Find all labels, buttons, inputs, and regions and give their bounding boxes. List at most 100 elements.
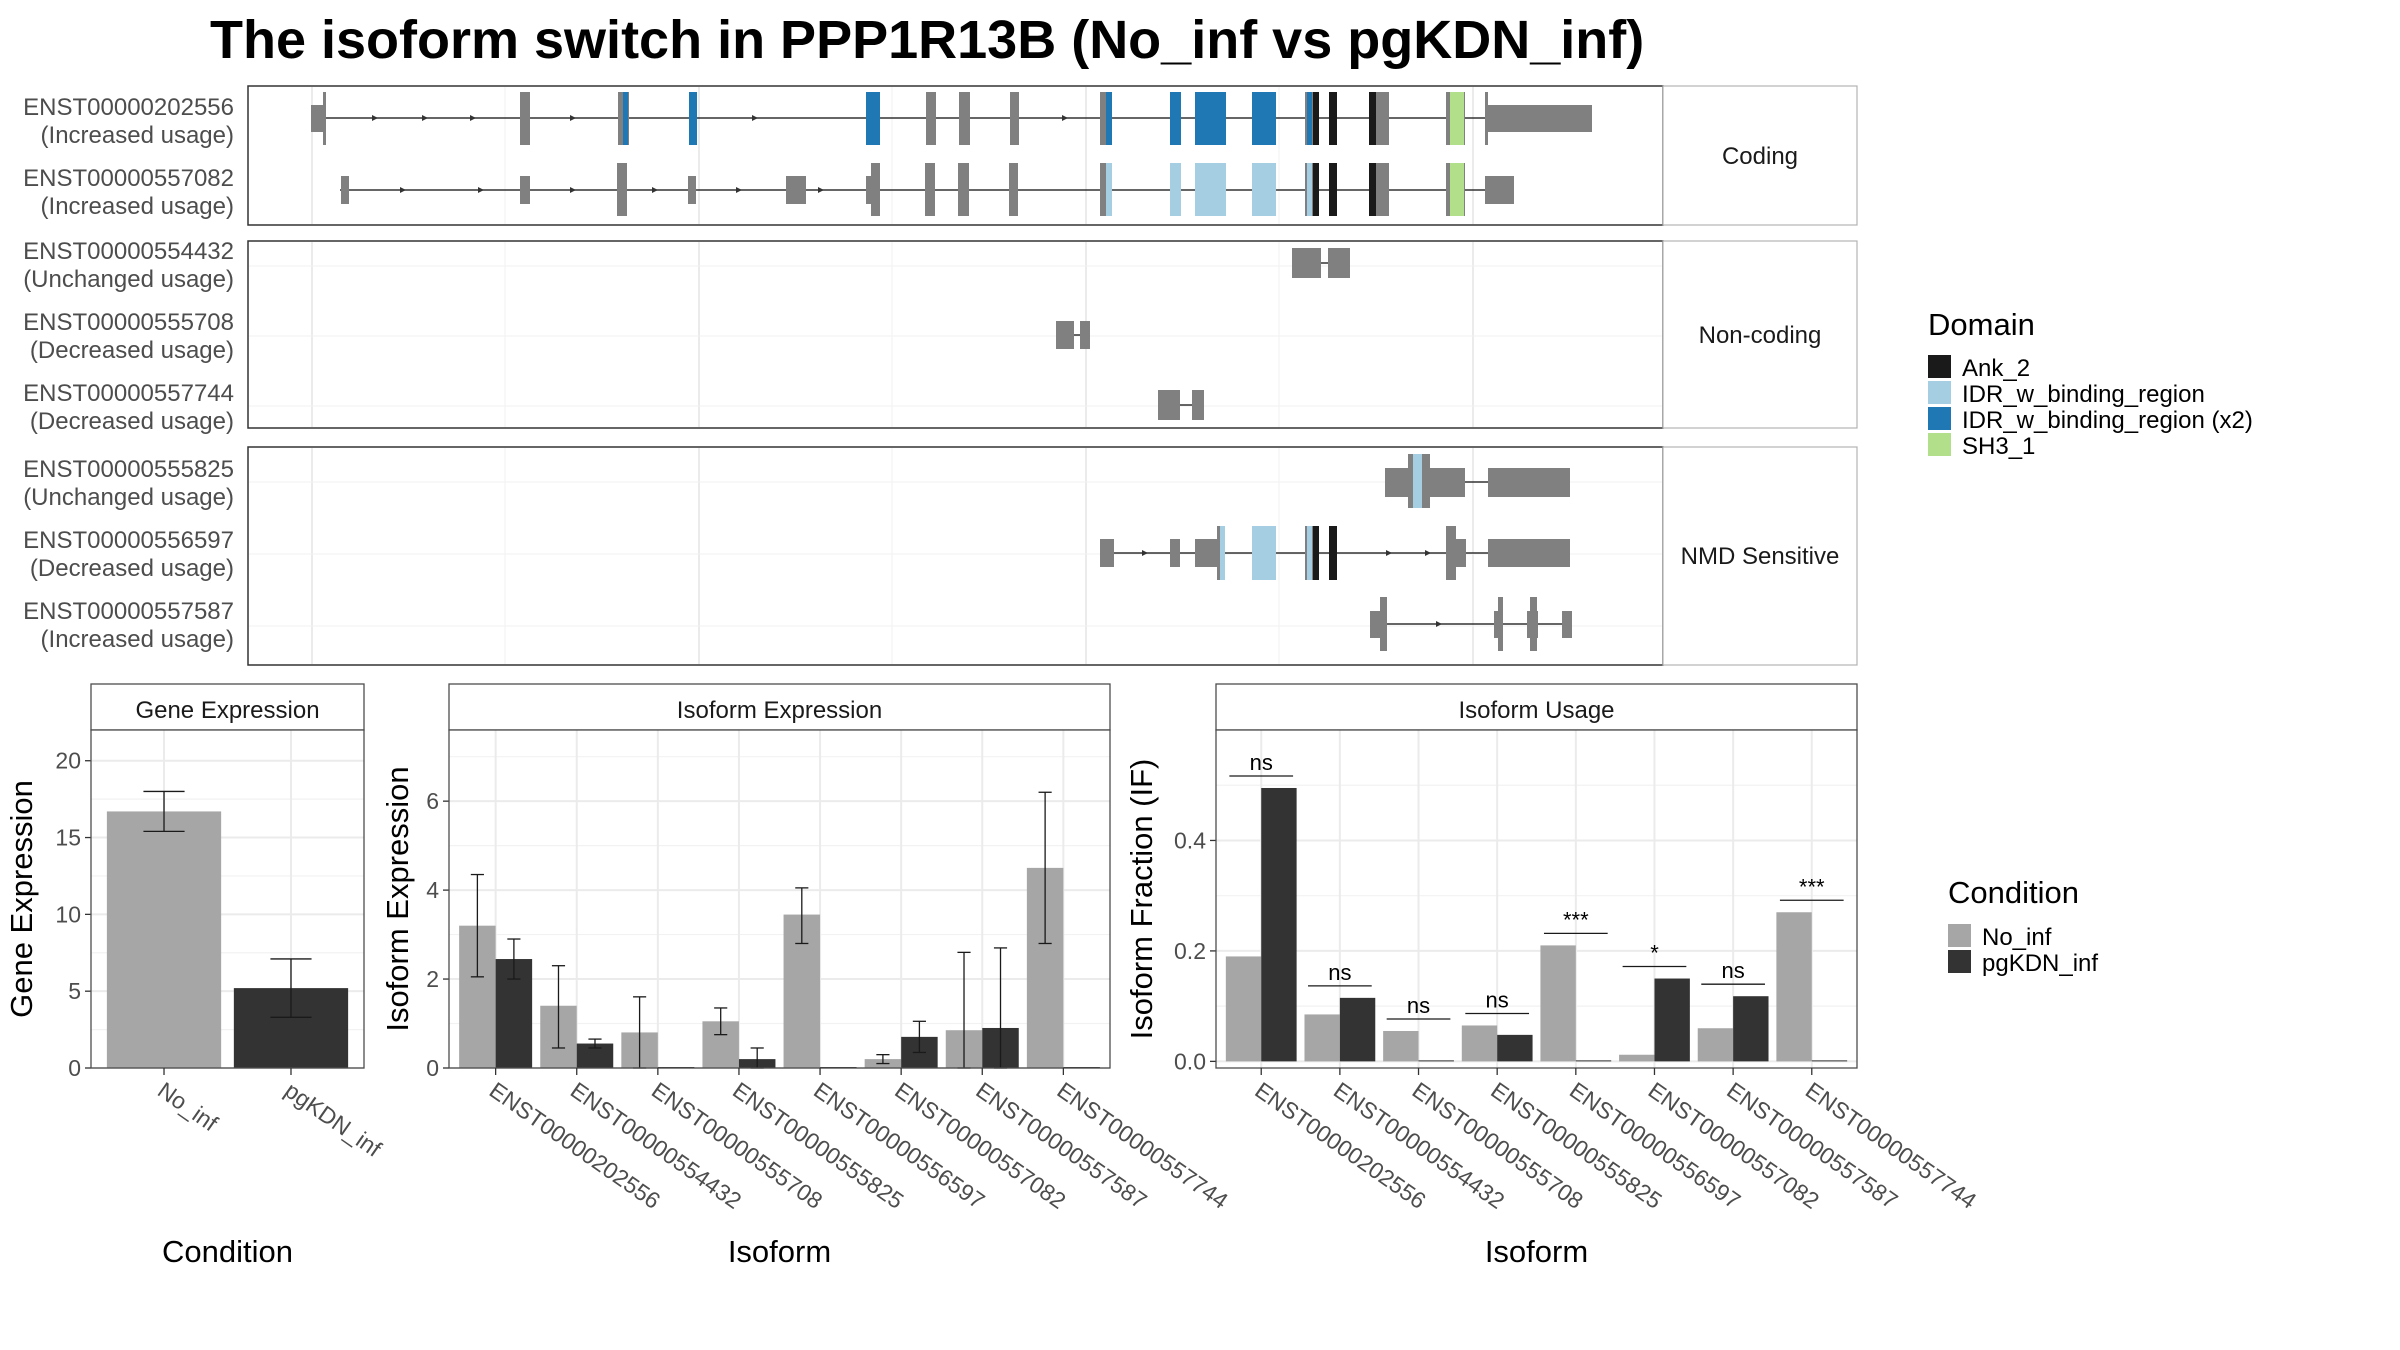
- bar: [1339, 997, 1376, 1062]
- isoform-usage-label: (Increased usage): [41, 193, 234, 220]
- bar: [1654, 978, 1690, 1062]
- bar: [1776, 912, 1812, 1062]
- y-tick-label: 10: [55, 901, 81, 927]
- legend-label: IDR_w_binding_region (x2): [1962, 407, 2253, 434]
- panel-strip: [448, 683, 1111, 731]
- isoform-structure-ENST00000557082: [340, 163, 1514, 216]
- y-axis-title: Isoform Expression: [380, 766, 415, 1031]
- panel-strip: [1215, 683, 1858, 731]
- y-tick-label: 4: [426, 877, 439, 903]
- bar: [1540, 945, 1576, 1062]
- legend-swatch-idr-x2: [1928, 407, 1951, 430]
- facet-nmd-strip: [1662, 446, 1858, 666]
- facet-coding-strip: [1662, 85, 1858, 226]
- isoform-id-label: ENST00000557744: [23, 380, 234, 407]
- y-tick-label: 2: [426, 966, 439, 992]
- significance-label: ***: [1563, 907, 1589, 932]
- bar: [1575, 1060, 1612, 1062]
- isoform-id-label: ENST00000202556: [23, 94, 234, 121]
- isoform-structure-ENST00000554432: [1292, 248, 1350, 278]
- facet-coding-label: Coding: [1722, 143, 1798, 170]
- significance-label: ns: [1486, 987, 1509, 1012]
- isoform-usage-label: (Increased usage): [41, 626, 234, 653]
- isoform-usage-label: (Decreased usage): [30, 408, 234, 435]
- significance-label: ***: [1799, 874, 1825, 899]
- facet-coding-background: [247, 85, 1664, 226]
- y-tick-label: 5: [68, 978, 81, 1004]
- isoform-labels: ENST00000202556 (Increased usage) ENST00…: [23, 94, 234, 653]
- panel-border: [448, 729, 1111, 1069]
- isoform-structure-ENST00000557587: [1370, 597, 1572, 651]
- bar: [1619, 1054, 1655, 1062]
- bar: [1697, 1028, 1734, 1062]
- isoform-id-label: ENST00000554432: [23, 238, 234, 265]
- legend-swatch-ank2: [1928, 355, 1951, 378]
- x-tick-label: pgKDN_inf: [280, 1077, 387, 1162]
- legend-label: No_inf: [1982, 924, 2052, 951]
- panel-title: Isoform Expression: [677, 697, 882, 724]
- isoform-id-label: ENST00000557587: [23, 598, 234, 625]
- domain-legend-title: Domain: [1928, 307, 2035, 342]
- isoform-structure-panel: Coding Non-coding NMD Sensitive ENST0000…: [23, 85, 1858, 666]
- significance-label: ns: [1407, 993, 1430, 1018]
- panel-title: Gene Expression: [135, 697, 319, 724]
- legend-swatch-no-inf: [1948, 924, 1971, 947]
- significance-label: ns: [1328, 960, 1351, 985]
- bar: [1811, 1060, 1848, 1062]
- y-tick-label: 0.0: [1174, 1048, 1206, 1074]
- isoform-id-label: ENST00000556597: [23, 527, 234, 554]
- bar: [1304, 1014, 1340, 1062]
- significance-label: ns: [1722, 958, 1745, 983]
- panel-title: Isoform Usage: [1458, 697, 1614, 724]
- bar: [1418, 1060, 1454, 1062]
- y-axis-title: Isoform Fraction (IF): [1124, 759, 1159, 1040]
- legend-label: Ank_2: [1962, 355, 2030, 382]
- page-title: The isoform switch in PPP1R13B (No_inf v…: [210, 10, 1644, 70]
- intron-arrows: [1142, 550, 1431, 556]
- isoform-structure-ENST00000556597: [1100, 526, 1570, 580]
- isoform-id-label: ENST00000555825: [23, 456, 234, 483]
- significance-label: *: [1650, 941, 1659, 966]
- facet-nmd-label: NMD Sensitive: [1681, 543, 1840, 570]
- domain-legend: Domain Ank_2 IDR_w_binding_region IDR_w_…: [1928, 307, 2253, 460]
- legend-swatch-pgkdn-inf: [1948, 950, 1971, 973]
- isoform-expression-chart: Isoform Expression0246ENST00000202556ENS…: [380, 683, 1233, 1269]
- facet-noncoding-label: Non-coding: [1699, 322, 1822, 349]
- gene-expression-chart: Gene Expression 0 5 10 15 20 No_inf pgKDN_inf Co…: [4, 683, 387, 1269]
- y-tick-label: 0.2: [1174, 938, 1206, 964]
- legend-label: SH3_1: [1962, 433, 2035, 460]
- condition-legend: Condition No_inf pgKDN_inf: [1948, 875, 2098, 977]
- y-tick-label: 15: [55, 825, 81, 851]
- intron-arrows: [400, 187, 824, 193]
- panel-border: [1215, 729, 1858, 1069]
- isoform-structure-ENST00000557744: [1158, 390, 1204, 420]
- panel-strip: [90, 683, 365, 731]
- isoform-usage-label: (Decreased usage): [30, 337, 234, 364]
- isoform-usage-label: (Decreased usage): [30, 555, 234, 582]
- legend-swatch-idr: [1928, 381, 1951, 404]
- facet-noncoding-background: [247, 240, 1664, 429]
- x-axis-title: Condition: [162, 1234, 293, 1269]
- bar: [1733, 996, 1769, 1062]
- panel-border: [90, 729, 365, 1069]
- y-tick-label: 6: [426, 788, 439, 814]
- y-tick-label: 0.4: [1174, 827, 1206, 853]
- legend-label: pgKDN_inf: [1982, 950, 2098, 977]
- isoform-structure-ENST00000555825: [1385, 454, 1570, 508]
- x-axis-title: Isoform: [1485, 1234, 1588, 1269]
- isoform-usage-label: (Increased usage): [41, 122, 234, 149]
- isoform-structure-ENST00000202556: [311, 92, 1592, 145]
- bar: [1261, 787, 1297, 1062]
- isoform-id-label: ENST00000557082: [23, 165, 234, 192]
- legend-label: IDR_w_binding_region: [1962, 381, 2205, 408]
- isoform-usage-label: (Unchanged usage): [23, 266, 234, 293]
- condition-legend-title: Condition: [1948, 875, 2079, 910]
- bar: [106, 811, 222, 1068]
- bar: [1497, 1034, 1533, 1062]
- bar: [1383, 1030, 1419, 1062]
- facet-noncoding-strip: [1662, 240, 1858, 429]
- bar: [1461, 1025, 1498, 1062]
- intron-arrows: [1436, 621, 1442, 627]
